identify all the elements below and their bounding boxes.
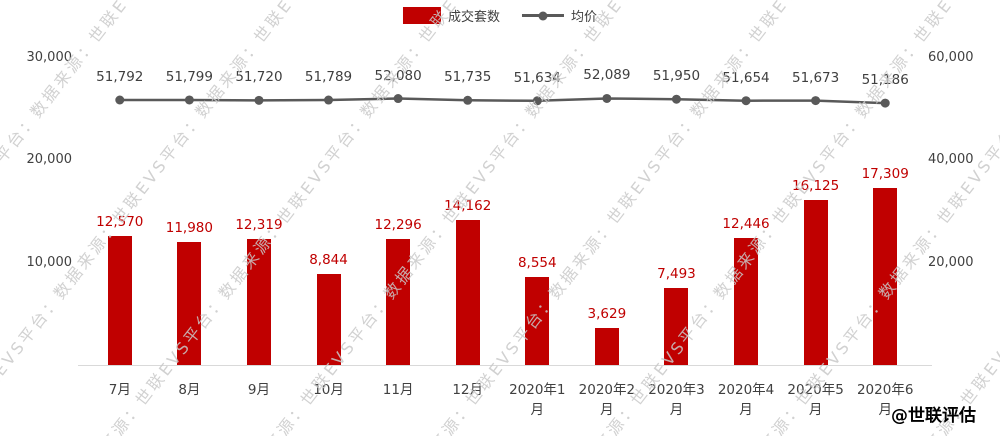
- bar-2020年1月: [525, 277, 550, 365]
- line-value-label: 51,950: [652, 68, 701, 85]
- y-axis-tick-left: 10,000: [26, 254, 73, 270]
- bar-12月: [455, 220, 480, 365]
- line-point: [184, 95, 194, 105]
- line-value-label: 51,186: [861, 72, 909, 89]
- bar-7月: [107, 236, 132, 365]
- legend-label-deals: 成交套数: [447, 10, 500, 25]
- line-value-label: 51,792: [96, 68, 144, 85]
- x-axis-label: 7月: [108, 382, 131, 398]
- x-axis-label: 11月: [382, 382, 414, 398]
- line-value-label: 51,799: [165, 68, 213, 85]
- y-axis-tick-left: 30,000: [26, 50, 73, 65]
- line-point: [115, 95, 125, 105]
- x-axis-label: 2020年4月: [717, 382, 775, 418]
- line-point: [324, 95, 334, 105]
- line-point: [671, 94, 681, 104]
- bar-value-label: 11,980: [165, 220, 213, 237]
- bar-2020年3月: [664, 288, 689, 365]
- line-value-label: 52,080: [374, 67, 422, 84]
- legend-item-price: 均价: [522, 6, 597, 25]
- bar-value-label: 16,125: [792, 177, 840, 194]
- bar-8月: [177, 242, 202, 365]
- y-axis-tick-left: 20,000: [26, 152, 73, 168]
- line-marker-icon: [538, 11, 548, 20]
- bar-2020年4月: [734, 237, 759, 365]
- bar-swatch-icon: [402, 7, 441, 24]
- x-axis-label: 10月: [313, 382, 344, 398]
- bar-value-label: 14,162: [444, 198, 492, 215]
- legend-item-deals: 成交套数: [402, 6, 500, 25]
- y-axis-tick-right: 40,000: [928, 152, 974, 168]
- bar-9月: [246, 238, 271, 365]
- bar-10月: [316, 274, 341, 365]
- bar-value-label: 12,570: [96, 214, 144, 231]
- legend-label-price: 均价: [571, 10, 598, 25]
- bar-value-label: 8,844: [309, 252, 348, 269]
- credit: @世联评估: [891, 406, 976, 426]
- legend: 成交套数 均价: [402, 6, 597, 25]
- bar-value-label: 8,554: [517, 255, 557, 272]
- x-axis-label: 2020年2月: [578, 382, 636, 418]
- line-value-label: 51,735: [444, 69, 492, 86]
- line-point: [880, 98, 890, 108]
- bar-11月: [386, 239, 411, 365]
- line-value-label: 51,654: [722, 69, 770, 86]
- bar-2020年6月: [873, 187, 898, 365]
- x-axis-label: 12月: [452, 382, 484, 398]
- x-axis-label: 9月: [247, 382, 270, 398]
- line-point: [532, 96, 542, 106]
- line-point: [254, 95, 264, 105]
- line-point: [463, 95, 473, 105]
- x-axis-line: [78, 365, 932, 366]
- bar-value-label: 7,493: [657, 266, 696, 283]
- x-axis-label: 2020年6月: [856, 382, 914, 418]
- line-value-label: 52,089: [583, 67, 631, 84]
- line-point: [811, 96, 821, 106]
- bar-value-label: 12,296: [374, 217, 422, 234]
- line-point: [741, 96, 751, 106]
- x-axis-label: 2020年3月: [648, 382, 705, 418]
- y-axis-tick-right: 20,000: [928, 254, 974, 270]
- line-value-label: 51,789: [304, 69, 353, 85]
- line-value-label: 51,634: [513, 69, 561, 86]
- line-value-label: 51,673: [792, 69, 840, 86]
- bar-value-label: 3,629: [587, 305, 627, 322]
- bar-value-label: 12,446: [722, 215, 770, 232]
- line-swatch-icon: [522, 11, 564, 20]
- x-axis-label: 8月: [178, 382, 201, 398]
- bar-value-label: 12,319: [235, 216, 283, 233]
- bar-2020年2月: [594, 327, 619, 365]
- bar-2020年5月: [803, 199, 828, 365]
- bar-value-label: 17,309: [861, 165, 909, 182]
- line-point: [393, 94, 403, 104]
- y-axis-tick-right: 60,000: [928, 50, 974, 65]
- line-value-label: 51,720: [235, 69, 283, 86]
- x-axis-label: 2020年5月: [787, 382, 844, 418]
- x-axis-label: 2020年1月: [509, 382, 566, 418]
- line-point: [602, 93, 612, 103]
